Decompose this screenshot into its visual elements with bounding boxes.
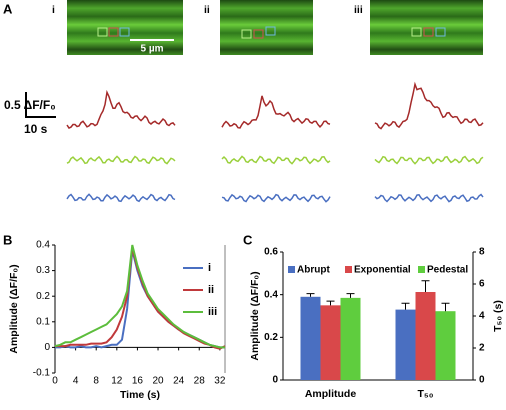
y2-tick-label: 8: [479, 247, 485, 258]
bar: [415, 292, 436, 380]
y-axis-label: Amplitude (ΔF/F₀): [8, 264, 20, 353]
legend-label: Exponential: [354, 265, 411, 276]
y-tick-label: 0.1: [36, 316, 50, 327]
error-bar: [306, 293, 315, 297]
y-axis-label: Amplitude (ΔF/F₀): [249, 271, 261, 360]
line: [54, 244, 225, 349]
error-bar: [421, 280, 430, 292]
y2-tick-label: 4: [479, 311, 485, 322]
x-tick-label: 12: [111, 376, 123, 387]
roi: [241, 29, 252, 39]
bar: [320, 305, 341, 380]
error-bar: [326, 300, 335, 306]
legend-label: ii: [208, 284, 214, 296]
trace-scale-label: 0.5 ΔF/F₀: [4, 98, 56, 112]
error-bar: [401, 302, 410, 310]
legend-label: Abrupt: [297, 265, 330, 276]
y2-tick-label: 2: [479, 343, 485, 354]
legend-label: Pedestal: [427, 265, 468, 276]
error-bar: [346, 293, 355, 298]
roi: [435, 27, 446, 37]
y-tick-label: 0.2: [264, 332, 278, 343]
y-tick-label: 0: [44, 342, 50, 353]
x-tick-label: 32: [214, 376, 226, 387]
trace: [66, 89, 176, 129]
y2-axis-label: T₅₀ (s): [492, 300, 504, 332]
y-tick-label: 0.4: [36, 240, 50, 251]
panel-letter: C: [243, 232, 253, 247]
y2-tick-label: 0: [479, 375, 485, 386]
legend-label: iii: [208, 306, 217, 318]
y-tick-label: 0.3: [36, 265, 50, 276]
image-label: i: [52, 4, 55, 16]
trace: [374, 193, 484, 203]
trace: [221, 95, 331, 129]
x-tick-label: 0: [52, 376, 58, 387]
y2-tick-label: 6: [479, 279, 485, 290]
legend-swatch: [418, 266, 425, 273]
roi: [119, 27, 130, 37]
x-tick-label: 28: [194, 376, 206, 387]
trace-scale-label: 10 s: [24, 122, 48, 136]
image-label: ii: [204, 4, 210, 16]
x-tick-label: 24: [173, 376, 185, 387]
x-tick-label: T₅₀: [418, 388, 434, 400]
trace: [374, 155, 484, 165]
roi: [97, 27, 108, 37]
roi: [423, 27, 434, 37]
roi: [411, 27, 422, 37]
cell-images: 5 µm: [67, 0, 483, 55]
y-tick-label: -0.1: [33, 368, 51, 379]
legend-swatch: [288, 266, 295, 273]
x-tick-label: 8: [93, 376, 99, 387]
y-tick-label: 0.4: [264, 289, 278, 300]
x-tick-label: 16: [132, 376, 144, 387]
panel-letter: A: [3, 1, 13, 16]
bar: [395, 309, 416, 380]
panel-letter: B: [3, 232, 12, 247]
y-tick-label: 0: [272, 375, 278, 386]
x-axis-label: Time (s): [120, 389, 160, 401]
trace: [66, 155, 176, 165]
trace: [221, 155, 331, 165]
x-tick-label: 4: [73, 376, 79, 387]
legend-swatch: [345, 266, 352, 273]
trace: [66, 193, 176, 203]
bar: [435, 311, 456, 380]
error-bar: [441, 302, 450, 312]
y-tick-label: 0.2: [36, 291, 50, 302]
traces: [66, 81, 484, 203]
bar: [300, 296, 321, 380]
bar: [340, 297, 361, 380]
legend-label: i: [208, 262, 211, 274]
roi: [265, 26, 276, 36]
roi: [108, 27, 119, 37]
x-tick-label: 20: [152, 376, 164, 387]
trace: [374, 81, 484, 130]
x-tick-label: Amplitude: [305, 388, 356, 400]
y-tick-label: 0.6: [264, 247, 278, 258]
roi: [253, 29, 264, 39]
image-label: iii: [354, 4, 363, 16]
line: [55, 247, 226, 350]
scale-label: 5 µm: [141, 44, 164, 55]
line: [55, 249, 225, 349]
trace: [221, 193, 331, 203]
